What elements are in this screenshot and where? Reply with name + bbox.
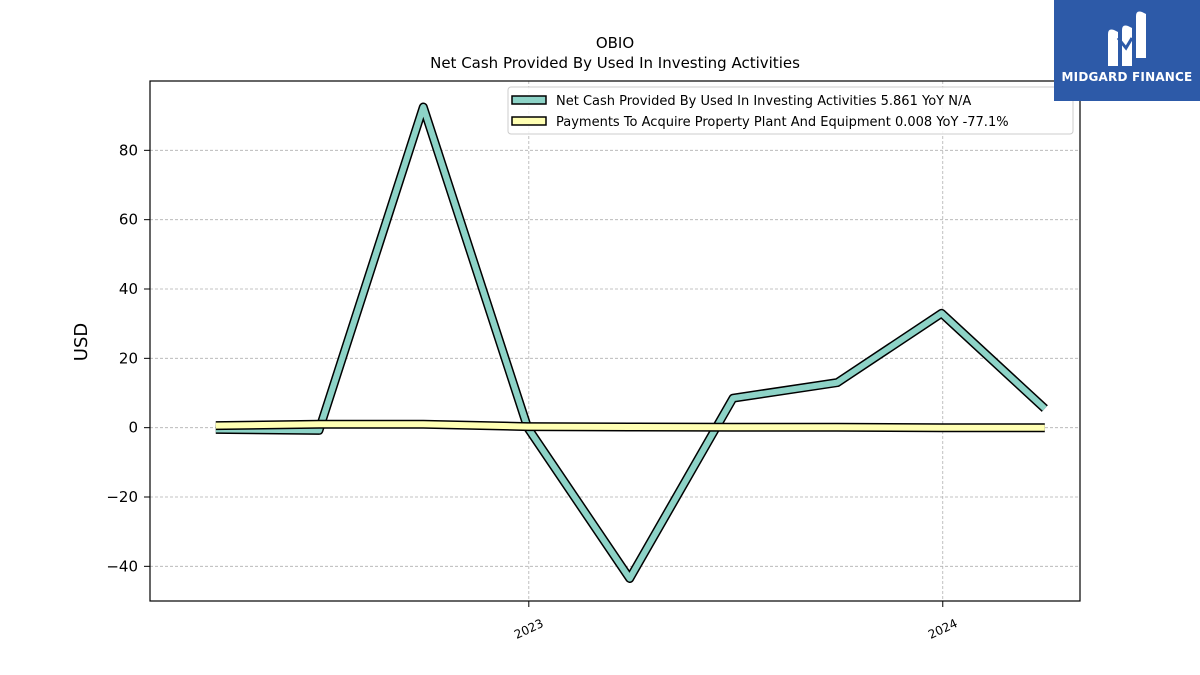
legend-label: Payments To Acquire Property Plant And E… — [556, 115, 1009, 130]
series-line — [215, 421, 1045, 431]
x-tick-label: 2023 — [512, 616, 546, 642]
logo-name: MIDGARD FINANCE — [1061, 70, 1193, 84]
chart-subtitle: Net Cash Provided By Used In Investing A… — [430, 54, 800, 72]
legend-box — [507, 86, 1074, 135]
legend-swatch — [511, 116, 547, 126]
y-tick-label: 60 — [119, 211, 138, 229]
y-tick-label: 40 — [119, 280, 138, 298]
y-tick-label: 20 — [119, 349, 138, 367]
legend-swatch — [511, 95, 547, 105]
x-tick-label: 2024 — [926, 616, 960, 642]
y-tick-label: −40 — [106, 557, 138, 575]
midgard-finance-logo: MIDGARD FINANCE — [1054, 0, 1200, 101]
chart-title: OBIO — [596, 34, 634, 52]
legend-label: Net Cash Provided By Used In Investing A… — [556, 94, 971, 109]
midgard-m-icon — [1108, 11, 1146, 66]
plot-frame — [149, 80, 1081, 602]
y-tick-label: 0 — [128, 419, 138, 437]
y-tick-label: 80 — [119, 141, 138, 159]
y-tick-label: −20 — [106, 488, 138, 506]
series-line — [215, 104, 1047, 582]
y-axis-label: USD — [71, 323, 92, 361]
series-line-outline — [215, 102, 1048, 583]
